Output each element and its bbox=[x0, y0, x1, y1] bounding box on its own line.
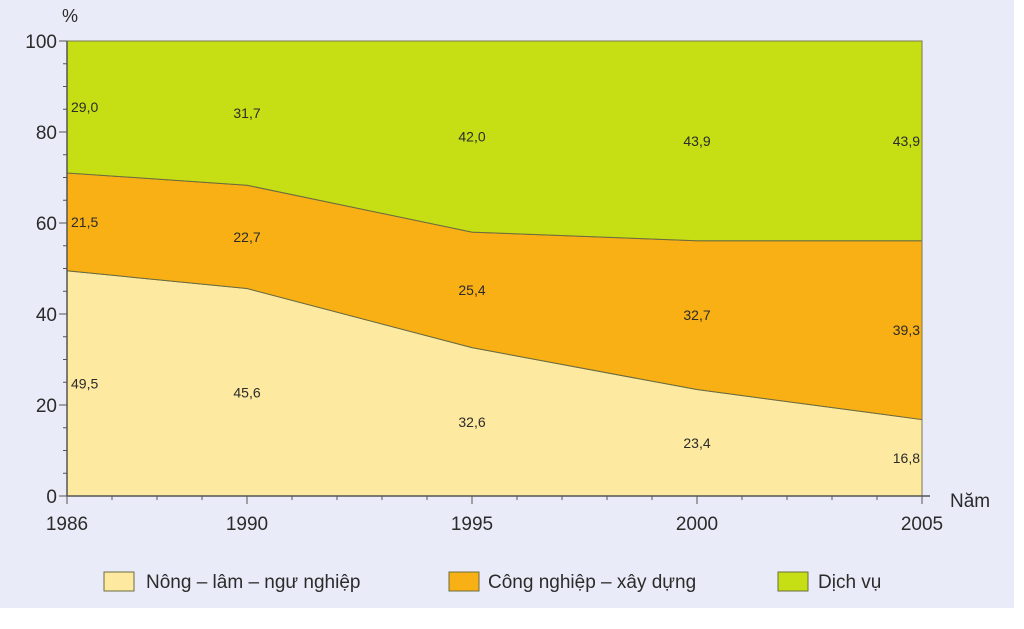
axes-layer: % Năm bbox=[62, 6, 990, 512]
data-label: 29,0 bbox=[71, 99, 98, 115]
data-label: 23,4 bbox=[683, 435, 710, 451]
x-tick-label: 2005 bbox=[901, 514, 943, 535]
y-tick-label: 40 bbox=[36, 305, 57, 326]
y-tick-label: 20 bbox=[36, 396, 57, 417]
ticks-layer: 0 20 40 60 80 100 1986 1990 1995 2000 2005 bbox=[25, 32, 943, 535]
x-tick-label: 1990 bbox=[226, 514, 268, 535]
legend-label: Nông – lâm – ngư nghiệp bbox=[146, 572, 360, 593]
data-label: 22,7 bbox=[233, 229, 260, 245]
data-label: 43,9 bbox=[683, 133, 710, 149]
areas-layer bbox=[66, 40, 923, 497]
y-tick-label: 80 bbox=[36, 123, 57, 144]
y-tick-label: 60 bbox=[36, 214, 57, 235]
x-tick-label: 1995 bbox=[451, 514, 493, 535]
legend-label: Công nghiệp – xây dựng bbox=[488, 572, 696, 593]
y-tick-label: 0 bbox=[46, 487, 57, 508]
data-label: 31,7 bbox=[233, 105, 260, 121]
legend-swatch bbox=[103, 571, 135, 592]
y-axis-unit-label: % bbox=[62, 6, 78, 26]
data-label: 16,8 bbox=[893, 450, 920, 466]
data-label: 32,6 bbox=[458, 414, 485, 430]
legend-swatch bbox=[777, 571, 809, 592]
data-label: 42,0 bbox=[458, 129, 485, 145]
data-label: 32,7 bbox=[683, 307, 710, 323]
data-label: 49,5 bbox=[71, 375, 98, 391]
y-tick-label: 100 bbox=[25, 32, 57, 53]
legend-label: Dịch vụ bbox=[818, 572, 881, 593]
x-tick-label: 1986 bbox=[46, 514, 88, 535]
legend: Nông – lâm – ngư nghiệp Công nghiệp – xây… bbox=[103, 571, 881, 593]
data-label: 21,5 bbox=[71, 214, 98, 230]
data-label: 39,3 bbox=[893, 322, 920, 338]
data-label: 25,4 bbox=[458, 282, 485, 298]
chart-svg: % Năm 0 20 40 60 80 100 1986 1990 1995 2000 2005 4… bbox=[25, 6, 990, 593]
chart-panel: % Năm 0 20 40 60 80 100 1986 1990 1995 2000 2005 4… bbox=[0, 0, 1014, 608]
data-label: 43,9 bbox=[893, 133, 920, 149]
x-tick-label: 2000 bbox=[676, 514, 718, 535]
legend-swatch bbox=[448, 571, 480, 592]
x-axis-unit-label: Năm bbox=[950, 491, 990, 512]
labels-layer: 49,5 45,6 32,6 23,4 16,8 21,5 22,7 25,4 32,7 39,3… bbox=[71, 99, 920, 466]
data-label: 45,6 bbox=[233, 384, 260, 400]
